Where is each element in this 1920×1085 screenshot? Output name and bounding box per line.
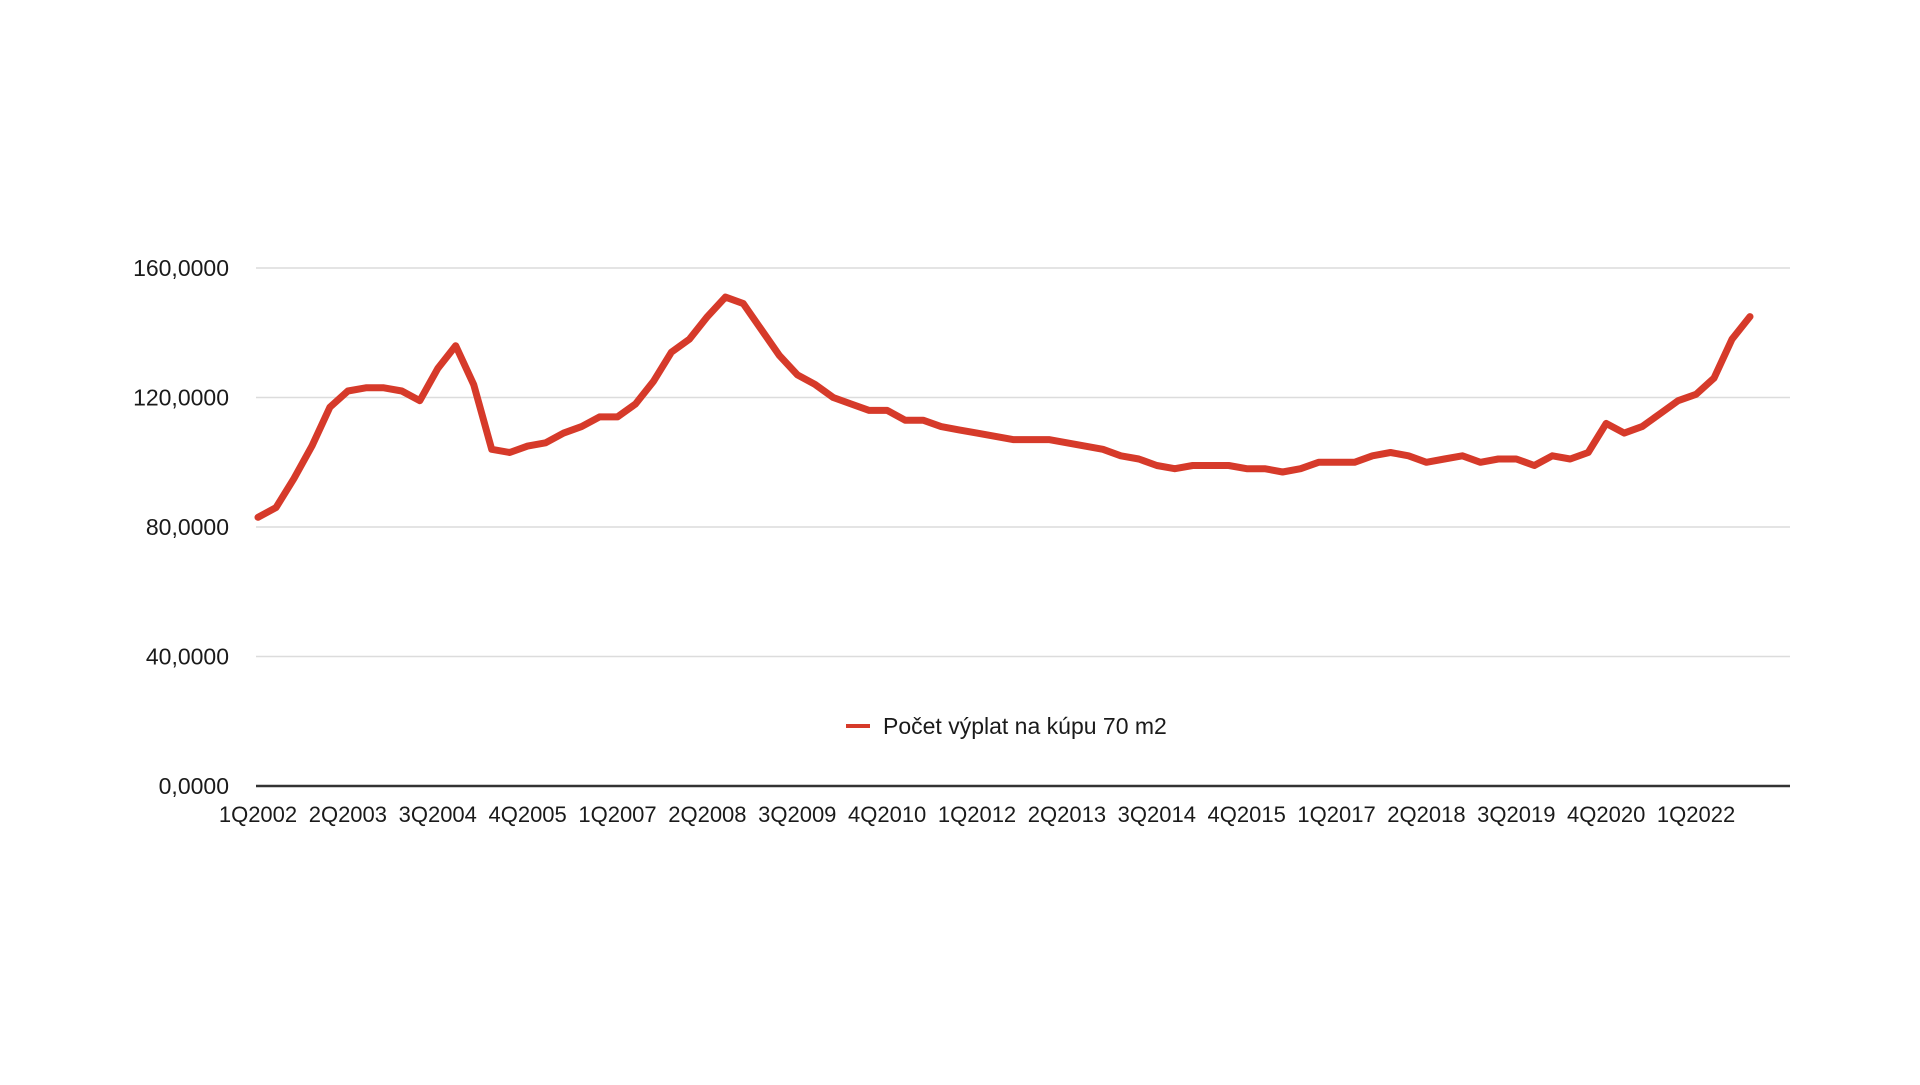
x-tick-label: 2Q2018 (1387, 802, 1465, 827)
x-tick-label: 2Q2008 (668, 802, 746, 827)
x-tick-label: 2Q2003 (309, 802, 387, 827)
x-tick-label: 3Q2019 (1477, 802, 1555, 827)
x-tick-label: 4Q2015 (1208, 802, 1286, 827)
y-tick-label: 160,0000 (133, 255, 229, 281)
x-tick-label: 1Q2002 (219, 802, 297, 827)
x-tick-label: 3Q2014 (1118, 802, 1196, 827)
x-axis-tick-labels: 1Q2002 2Q2003 3Q2004 4Q2005 1Q2007 2Q2008 3Q20… (219, 802, 1735, 827)
y-tick-label: 40,0000 (146, 644, 229, 670)
x-tick-label: 4Q2010 (848, 802, 926, 827)
gridlines (256, 267, 1790, 788)
legend: Počet výplat na kúpu 70 m2 (846, 713, 1167, 739)
x-tick-label: 3Q2009 (758, 802, 836, 827)
x-tick-label: 4Q2020 (1567, 802, 1645, 827)
legend-label: Počet výplat na kúpu 70 m2 (883, 713, 1167, 739)
x-tick-label: 4Q2005 (488, 802, 566, 827)
x-tick-label: 2Q2013 (1028, 802, 1106, 827)
y-tick-label: 0,0000 (159, 773, 229, 799)
x-tick-label: 1Q2007 (578, 802, 656, 827)
y-tick-label: 120,0000 (133, 385, 229, 411)
x-tick-label: 1Q2012 (938, 802, 1016, 827)
series-line (254, 293, 1754, 521)
x-tick-label: 3Q2004 (399, 802, 477, 827)
x-tick-label: 1Q2017 (1297, 802, 1375, 827)
y-axis-tick-labels: 0,0000 40,0000 80,0000 120,0000 160,0000 (133, 255, 229, 799)
x-tick-label: 1Q2022 (1657, 802, 1735, 827)
y-tick-label: 80,0000 (146, 514, 229, 540)
series-lines (254, 293, 1754, 521)
